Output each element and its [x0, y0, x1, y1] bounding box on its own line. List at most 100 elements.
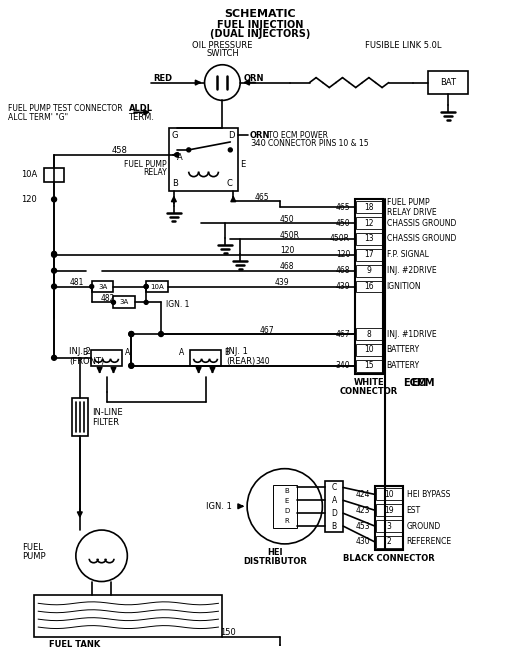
- Circle shape: [51, 197, 57, 202]
- Circle shape: [51, 355, 57, 360]
- Text: 17: 17: [364, 251, 374, 259]
- Text: 424: 424: [355, 490, 370, 499]
- Text: IGN. 1: IGN. 1: [166, 300, 189, 309]
- Circle shape: [175, 153, 179, 157]
- Bar: [34, 596, 223, 637]
- Text: C: C: [332, 483, 337, 492]
- Bar: [356, 360, 382, 372]
- Text: ALCL TERM' "G": ALCL TERM' "G": [8, 113, 68, 122]
- Text: B: B: [82, 348, 87, 357]
- Text: FILTER: FILTER: [92, 418, 119, 426]
- Text: 120: 120: [280, 246, 294, 255]
- Text: 16: 16: [364, 282, 374, 291]
- Text: 120: 120: [21, 195, 37, 204]
- Text: A: A: [332, 496, 337, 505]
- Text: HEI: HEI: [267, 548, 282, 557]
- Text: D: D: [228, 131, 235, 139]
- Text: 450R: 450R: [280, 230, 300, 240]
- Text: 3A: 3A: [98, 283, 107, 290]
- Text: 482: 482: [100, 294, 115, 303]
- Text: B: B: [332, 521, 337, 531]
- Text: IN-LINE: IN-LINE: [92, 408, 122, 417]
- Bar: [44, 168, 64, 182]
- Text: 450: 450: [280, 215, 294, 224]
- Text: 12: 12: [364, 219, 374, 228]
- Circle shape: [129, 363, 134, 368]
- Text: 450R: 450R: [330, 234, 350, 243]
- Text: FUSIBLE LINK 5.0L: FUSIBLE LINK 5.0L: [366, 42, 442, 50]
- Text: F.P. SIGNAL: F.P. SIGNAL: [387, 251, 428, 259]
- Circle shape: [129, 331, 134, 337]
- Text: IGNITION: IGNITION: [387, 282, 421, 291]
- Bar: [356, 217, 382, 229]
- Text: A: A: [125, 348, 131, 357]
- Circle shape: [51, 268, 57, 273]
- Bar: [355, 199, 383, 374]
- Bar: [376, 505, 401, 516]
- Text: 3A: 3A: [120, 299, 129, 305]
- Text: 8: 8: [367, 329, 371, 339]
- Bar: [376, 520, 401, 532]
- Text: 340: 340: [335, 361, 350, 370]
- Bar: [146, 281, 168, 292]
- Text: 340: 340: [250, 139, 266, 148]
- Text: 467: 467: [335, 329, 350, 339]
- Text: BATTERY: BATTERY: [387, 346, 420, 354]
- Text: BATTERY: BATTERY: [387, 361, 420, 370]
- Text: 423: 423: [355, 506, 370, 515]
- Circle shape: [90, 284, 94, 288]
- Text: IGN. 1: IGN. 1: [206, 502, 232, 511]
- Bar: [356, 344, 382, 356]
- Text: 468: 468: [335, 266, 350, 275]
- Text: FUEL INJECTION: FUEL INJECTION: [217, 20, 303, 30]
- Text: 465: 465: [255, 193, 270, 202]
- Circle shape: [187, 148, 191, 152]
- Text: CHASSIS GROUND: CHASSIS GROUND: [387, 219, 456, 228]
- Text: 18: 18: [364, 203, 374, 212]
- Circle shape: [129, 331, 134, 337]
- Text: 453: 453: [355, 521, 370, 531]
- Text: SWITCH: SWITCH: [206, 49, 239, 59]
- Text: WHITE: WHITE: [354, 378, 384, 387]
- Bar: [356, 281, 382, 292]
- Text: FUEL TANK: FUEL TANK: [49, 641, 100, 650]
- Bar: [90, 350, 122, 366]
- Circle shape: [51, 284, 57, 289]
- Text: BLACK CONNECTOR: BLACK CONNECTOR: [343, 554, 435, 563]
- Text: FUEL PUMP TEST CONNECTOR: FUEL PUMP TEST CONNECTOR: [8, 104, 122, 113]
- Circle shape: [111, 300, 115, 304]
- Text: TO ECM POWER: TO ECM POWER: [268, 131, 328, 139]
- Bar: [356, 249, 382, 261]
- Text: 10A: 10A: [150, 283, 164, 290]
- Text: ECM: ECM: [402, 378, 426, 387]
- Bar: [356, 265, 382, 277]
- Text: 120: 120: [336, 251, 350, 259]
- Text: 458: 458: [111, 146, 127, 156]
- Bar: [356, 233, 382, 245]
- Text: 468: 468: [280, 262, 294, 271]
- Bar: [113, 296, 135, 309]
- Text: R: R: [284, 518, 289, 524]
- Text: C: C: [226, 179, 232, 188]
- Text: 430: 430: [355, 538, 370, 546]
- Text: TERM.: TERM.: [128, 113, 154, 122]
- Text: INJ. 2: INJ. 2: [69, 348, 91, 356]
- Bar: [375, 486, 402, 550]
- Bar: [72, 398, 88, 436]
- Text: 465: 465: [335, 203, 350, 212]
- Text: RELAY: RELAY: [143, 168, 167, 177]
- Text: FUEL: FUEL: [22, 544, 43, 552]
- Text: ORN: ORN: [250, 131, 270, 139]
- Bar: [273, 484, 296, 528]
- Text: REFERENCE: REFERENCE: [407, 538, 452, 546]
- Circle shape: [51, 253, 57, 257]
- Text: 13: 13: [364, 234, 374, 243]
- Text: 10: 10: [384, 490, 394, 499]
- Circle shape: [144, 284, 148, 288]
- Text: D: D: [331, 508, 337, 518]
- Text: 9: 9: [367, 266, 371, 275]
- Bar: [376, 488, 401, 501]
- Text: RED: RED: [153, 74, 172, 83]
- Text: PUMP: PUMP: [22, 552, 46, 561]
- Text: 340: 340: [255, 357, 270, 367]
